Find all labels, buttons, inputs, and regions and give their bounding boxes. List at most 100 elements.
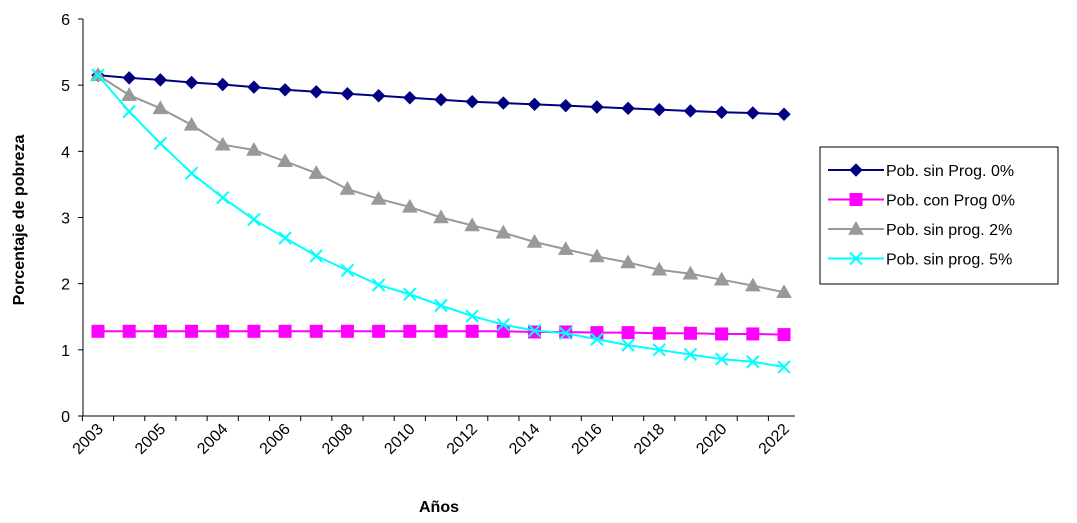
data-point [526,233,543,248]
data-point [652,326,666,340]
data-point [247,212,261,227]
data-point [434,93,448,107]
y-tick-label: 3 [61,211,70,228]
data-point [246,142,262,156]
data-point-stroke [683,347,698,362]
data-point-stroke [590,332,604,346]
data-point-stroke [91,68,105,82]
data-point [91,68,105,82]
y-tick-label: 1 [61,343,70,360]
x-tick-label: 2014 [506,421,543,458]
data-point [621,101,635,116]
data-point [465,324,479,338]
legend-marker [849,163,863,177]
data-point [434,298,448,313]
data-point [308,165,325,179]
y-tick-label: 4 [61,144,70,161]
data-point [309,324,323,338]
x-tick-label: 2008 [319,421,356,458]
x-axis-title: Años [419,499,459,516]
data-point [121,87,138,101]
data-point [589,248,605,263]
legend-marker [849,193,863,206]
data-point [340,324,354,338]
data-point [777,328,791,342]
x-tick-label: 2018 [631,421,668,458]
x-tick-label: 2003 [70,421,107,458]
data-point [340,87,355,101]
data-point [527,97,542,112]
data-point [744,277,761,292]
data-point [403,91,417,105]
series-1 [91,68,791,121]
data-point [715,327,729,341]
data-point-stroke [278,231,292,245]
data-point [153,136,168,151]
data-point [371,278,386,292]
data-point-stroke [527,323,542,338]
series-layer [90,67,792,374]
series-4 [91,68,791,374]
legend-marker [848,220,864,235]
data-point-stroke [340,263,355,278]
data-point-stroke [309,249,323,263]
data-point-stroke [559,326,573,340]
data-point-stroke [371,278,386,292]
data-point [278,324,292,338]
data-point [683,104,698,118]
data-point [122,71,136,85]
data-point [216,324,230,338]
x-tick-label: 2022 [756,421,793,458]
data-point [590,332,604,346]
data-point [620,254,636,269]
data-point-stroke [247,212,261,227]
data-point [714,105,729,120]
legend-marker [849,251,863,266]
y-tick-label: 2 [61,277,70,294]
x-tick-label: 2016 [569,421,606,458]
x-tick-label: 2010 [381,421,418,458]
series-line [97,74,785,294]
data-point [527,323,542,338]
data-point-stroke [434,298,448,313]
data-point [464,217,481,232]
data-point [216,77,230,92]
legend-item: Pob. sin Prog. 0% [828,163,1014,180]
data-point [496,317,511,332]
data-point [495,224,512,239]
data-point [621,338,635,352]
data-point [590,100,604,114]
data-point [496,96,511,110]
data-point [247,80,261,94]
data-point-stroke [746,355,760,369]
data-point [559,326,573,340]
data-point [371,89,386,103]
data-point-stroke [122,104,136,119]
x-tick-label: 2006 [257,421,294,458]
legend-label: Pob. con Prog 0% [886,193,1015,210]
data-point-stroke [496,317,511,332]
data-point [465,95,479,109]
data-point [184,75,199,90]
data-point-stroke [652,343,666,357]
data-point [434,324,448,338]
data-point [278,83,292,97]
y-tick-label: 6 [61,12,70,29]
data-point [339,181,356,195]
data-point [465,309,479,323]
data-point [152,100,169,115]
legend-item: Pob. sin prog. 2% [828,220,1012,239]
y-tick-label: 5 [61,78,70,95]
data-point [153,324,167,338]
data-point [714,352,729,366]
x-tick-label: 2012 [444,421,481,458]
data-point [278,231,292,245]
axes: 0 1 2 3 4 5 6 2003 2005 2004 2006 2008 2010 2012 2014 2… [61,12,795,458]
data-point [122,324,136,338]
data-point [401,198,418,213]
data-point [403,287,417,301]
data-point [651,261,668,276]
data-point [683,347,698,362]
